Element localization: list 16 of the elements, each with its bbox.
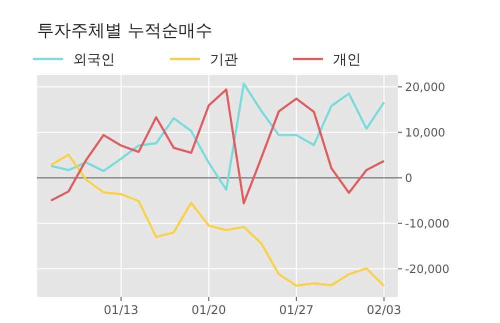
- chart-title: 투자주체별 누적순매수: [37, 21, 212, 41]
- y-tick-label: 0: [405, 170, 412, 185]
- legend-label: 기관: [210, 52, 238, 68]
- y-tick-label: -10,000: [405, 216, 450, 230]
- y-tick-label: 10,000: [405, 125, 446, 140]
- x-tick-label: 01/27: [279, 303, 314, 317]
- line-series: [50, 154, 386, 288]
- line-series: [50, 88, 386, 204]
- line-series: [50, 82, 386, 191]
- x-tick-label: 01/20: [191, 303, 226, 317]
- x-tick-label: 02/03: [366, 303, 402, 317]
- legend-label: 외국인: [73, 52, 115, 68]
- x-tick-label: 01/13: [104, 303, 138, 317]
- y-tick-label: -20,000: [405, 262, 450, 276]
- legend-label: 개인: [333, 52, 361, 68]
- y-tick-label: 20,000: [405, 80, 446, 94]
